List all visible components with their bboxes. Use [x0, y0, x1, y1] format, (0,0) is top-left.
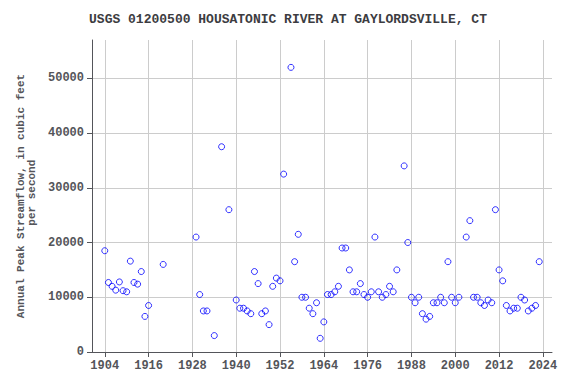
svg-text:50000: 50000 — [48, 71, 84, 85]
svg-text:per second: per second — [26, 160, 38, 233]
svg-text:2000: 2000 — [441, 359, 470, 373]
svg-text:10000: 10000 — [48, 290, 84, 304]
svg-text:1904: 1904 — [90, 359, 119, 373]
svg-text:1940: 1940 — [222, 359, 251, 373]
svg-text:1916: 1916 — [134, 359, 163, 373]
svg-text:1952: 1952 — [266, 359, 295, 373]
svg-text:2012: 2012 — [485, 359, 514, 373]
svg-text:40000: 40000 — [48, 126, 84, 140]
svg-text:1988: 1988 — [397, 359, 426, 373]
svg-text:2024: 2024 — [528, 359, 557, 373]
svg-text:USGS 01200500 HOUSATONIC RIVER: USGS 01200500 HOUSATONIC RIVER AT GAYLOR… — [89, 12, 487, 27]
svg-text:20000: 20000 — [48, 236, 84, 250]
svg-text:1964: 1964 — [309, 359, 338, 373]
svg-text:1976: 1976 — [353, 359, 382, 373]
svg-text:1928: 1928 — [178, 359, 207, 373]
svg-text:Annual Peak Streamflow, in cub: Annual Peak Streamflow, in cubic feet — [14, 73, 27, 319]
svg-text:0: 0 — [77, 345, 84, 359]
svg-text:30000: 30000 — [48, 181, 84, 195]
